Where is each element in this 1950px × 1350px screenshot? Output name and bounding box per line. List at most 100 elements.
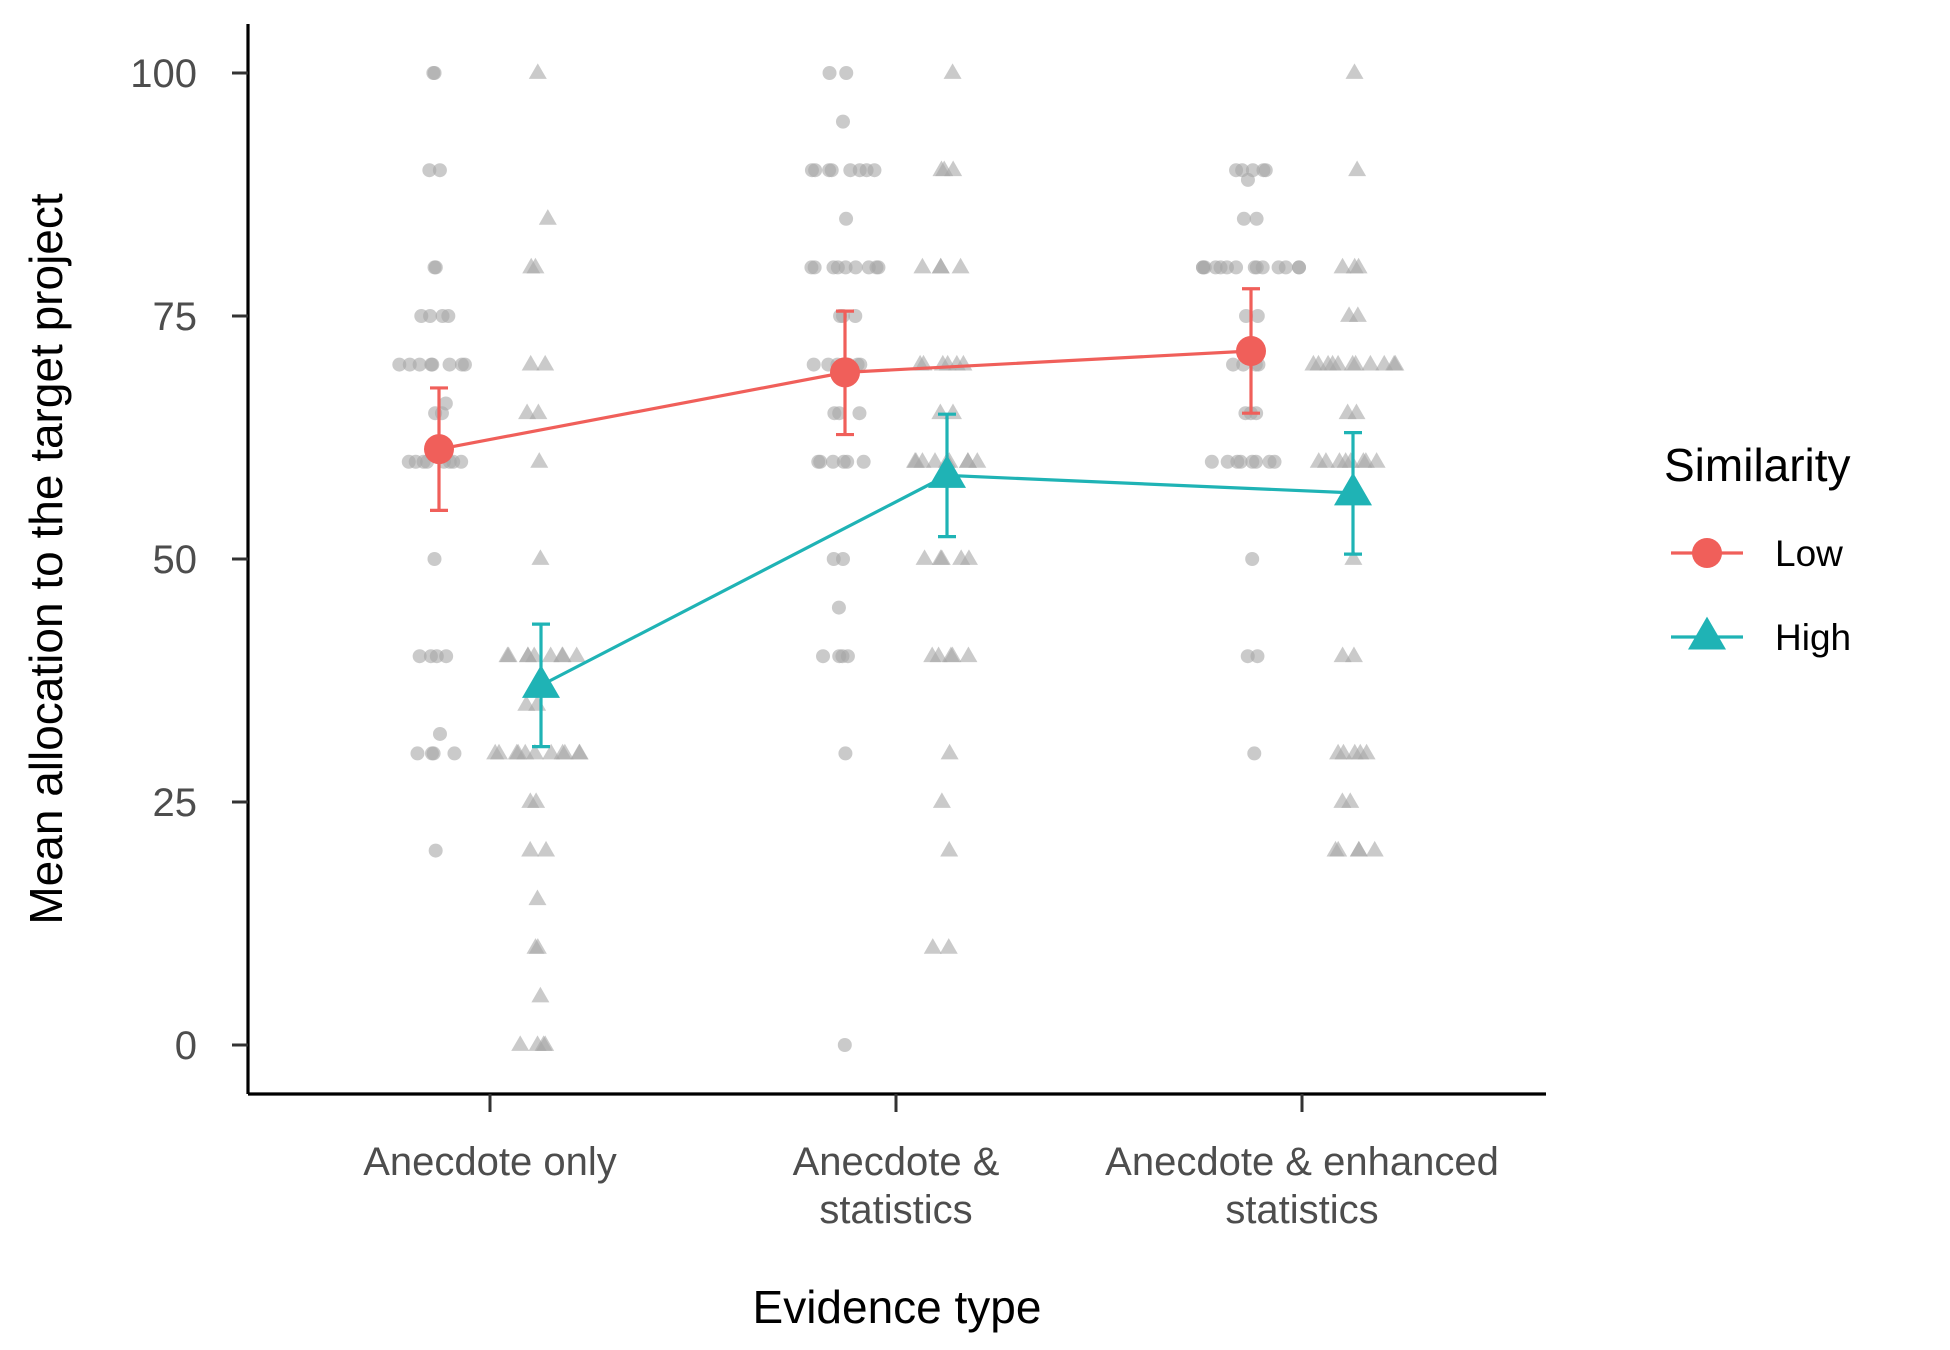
raw-point-high — [555, 743, 574, 760]
raw-point-low — [826, 552, 841, 566]
series-layer — [424, 287, 1372, 749]
raw-point-low — [428, 843, 443, 858]
raw-point-high — [518, 403, 537, 420]
raw-point-high — [1330, 452, 1349, 468]
raw-point-low — [412, 357, 427, 372]
raw-point-high — [531, 549, 550, 565]
raw-point-high — [923, 938, 942, 954]
raw-point-low — [806, 357, 821, 372]
raw-point-high — [926, 452, 945, 468]
raw-point-high — [1349, 840, 1368, 857]
raw-point-high — [939, 938, 958, 954]
raw-point-high — [1365, 840, 1384, 857]
raw-point-low — [422, 163, 437, 178]
raw-point-low — [856, 454, 871, 469]
raw-point-high — [542, 743, 561, 760]
raw-point-low — [1240, 649, 1255, 664]
raw-point-low — [454, 454, 469, 469]
raw-point-high — [529, 403, 548, 420]
y-tick-label: 75 — [153, 295, 198, 339]
y-tick-label: 50 — [153, 538, 198, 582]
raw-point-low — [1250, 309, 1265, 323]
raw-point-high — [968, 452, 987, 468]
raw-point-low — [401, 454, 416, 469]
y-tick-label: 25 — [153, 781, 198, 825]
raw-point-high — [530, 452, 549, 468]
raw-point-low — [840, 454, 855, 469]
x-tick-label: Anecdote & — [793, 1140, 1000, 1184]
raw-point-low — [432, 726, 447, 741]
raw-point-low — [439, 649, 454, 664]
mean-point-high — [1334, 472, 1372, 506]
raw-point-high — [528, 938, 547, 954]
raw-point-high — [1357, 743, 1376, 760]
raw-point-low — [426, 66, 441, 80]
raw-point-high — [1304, 354, 1323, 371]
raw-point-high — [521, 792, 540, 808]
raw-point-high — [1333, 792, 1352, 808]
raw-point-high — [538, 209, 557, 225]
mean-point-low — [830, 357, 860, 388]
raw-point-high — [1345, 63, 1364, 79]
x-tick-label: Anecdote only — [363, 1140, 617, 1184]
raw-point-high — [517, 695, 536, 711]
raw-point-low — [816, 649, 831, 664]
raw-point-low — [427, 260, 442, 275]
raw-point-high — [541, 646, 560, 663]
raw-point-high — [1340, 306, 1359, 322]
raw-point-high — [959, 549, 978, 565]
raw-point-high — [1333, 257, 1352, 274]
raw-data-points — [392, 63, 1405, 1052]
raw-point-high — [528, 889, 547, 906]
raw-point-high — [931, 549, 950, 565]
raw-point-high — [531, 986, 550, 1003]
raw-point-low — [837, 1038, 852, 1052]
raw-point-low — [1240, 172, 1255, 187]
raw-point-low — [1247, 746, 1262, 761]
raw-point-high — [511, 1035, 530, 1051]
x-axis-ticks: Anecdote only Anecdote &statisticsAnecdot… — [363, 1094, 1499, 1232]
raw-point-high — [521, 354, 540, 371]
raw-point-low — [838, 746, 853, 761]
raw-point-low — [424, 357, 439, 372]
raw-point-low — [867, 163, 882, 178]
raw-point-high — [951, 257, 970, 274]
raw-point-low — [424, 746, 439, 761]
y-tick-label: 100 — [130, 52, 197, 96]
raw-point-low — [807, 260, 822, 275]
raw-point-low — [1229, 163, 1244, 178]
legend-marker-low — [1692, 538, 1722, 568]
raw-point-low — [852, 406, 867, 421]
raw-point-low — [1230, 454, 1245, 469]
raw-point-low — [835, 114, 850, 129]
raw-point-low — [414, 309, 429, 323]
raw-point-low — [1196, 260, 1210, 275]
raw-point-low — [808, 163, 823, 178]
legend-label-low: Low — [1775, 533, 1843, 574]
raw-point-high — [499, 646, 518, 663]
y-axis-ticks: 0 25 50 75 100 — [130, 52, 248, 1068]
raw-point-low — [1278, 260, 1293, 275]
raw-point-high — [486, 743, 505, 760]
raw-point-high — [518, 646, 537, 663]
raw-point-high — [1338, 403, 1357, 420]
raw-point-high — [1309, 452, 1328, 468]
raw-point-low — [848, 260, 863, 275]
raw-point-low — [839, 211, 854, 226]
raw-point-high — [536, 1035, 555, 1051]
raw-point-low — [410, 746, 425, 761]
raw-point-high — [1348, 160, 1367, 177]
mean-point-low — [1236, 335, 1266, 366]
raw-point-high — [536, 354, 555, 371]
raw-point-low — [412, 649, 427, 664]
raw-point-high — [1344, 646, 1363, 663]
raw-point-high — [507, 743, 526, 760]
raw-point-low — [1204, 454, 1219, 469]
raw-point-high — [1367, 452, 1386, 468]
mean-point-high — [928, 455, 966, 488]
raw-point-high — [537, 840, 556, 857]
raw-point-high — [567, 646, 586, 663]
raw-point-low — [871, 260, 886, 275]
raw-point-low — [457, 357, 472, 372]
